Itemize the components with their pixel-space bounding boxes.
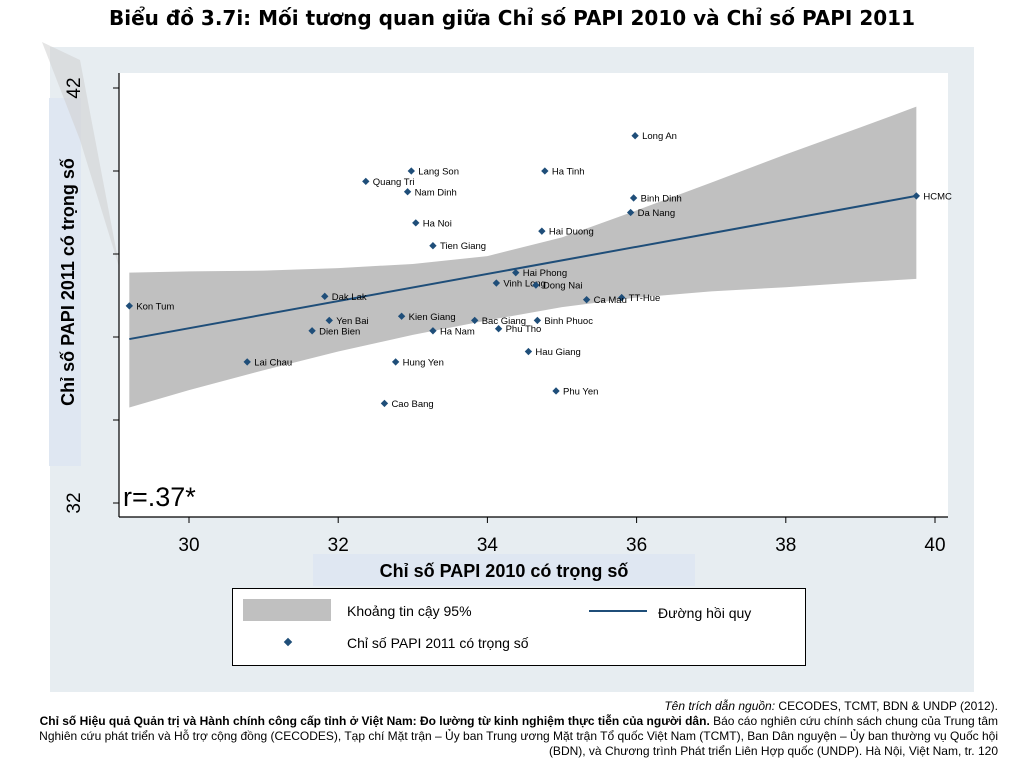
point-label: Nam Dinh xyxy=(415,187,457,198)
data-point xyxy=(429,327,437,335)
correlation-annotation: r=.37* xyxy=(123,482,196,512)
source-rest: Báo cáo nghiên cứu chính sách chung của … xyxy=(39,714,998,758)
legend-ci-swatch xyxy=(243,599,331,621)
x-tick-label: 40 xyxy=(924,535,945,556)
legend: Khoảng tin cậy 95% Đường hồi quy Chỉ số … xyxy=(232,588,806,666)
data-point xyxy=(552,387,560,395)
data-point xyxy=(538,227,546,235)
regression-line xyxy=(129,194,917,341)
data-point xyxy=(629,194,638,202)
point-label: Bac Giang xyxy=(482,316,526,327)
point-label: Binh Dinh xyxy=(641,193,682,204)
point-label: Hung Yen xyxy=(403,357,444,368)
confidence-band xyxy=(129,106,917,408)
point-label: Phu Tho xyxy=(506,324,542,335)
data-point xyxy=(532,281,540,289)
point-label: Kien Giang xyxy=(409,312,456,323)
point-label: Long An xyxy=(642,131,677,142)
decor-wedge xyxy=(42,42,120,270)
point-label: TT-Hue xyxy=(629,293,661,304)
data-point xyxy=(397,312,406,320)
point-label: Hai Phong xyxy=(523,268,567,279)
point-label: Vinh Long xyxy=(503,279,546,290)
point-label: Yen Bai xyxy=(336,316,368,327)
point-label: Kon Tum xyxy=(136,301,174,312)
source-prefix: Tên trích dẫn nguồn: xyxy=(664,699,776,713)
y-axis-label-band xyxy=(49,98,81,466)
point-label: Lai Chau xyxy=(254,357,292,368)
legend-point-label: Chỉ số PAPI 2011 có trọng số xyxy=(347,635,529,651)
source-citation: Tên trích dẫn nguồn: CECODES, TCMT, BDN … xyxy=(20,699,998,759)
data-point xyxy=(631,132,639,140)
point-label: Tien Giang xyxy=(440,241,486,252)
data-point xyxy=(308,327,316,335)
point-label: HCMC xyxy=(923,191,952,202)
data-point xyxy=(533,316,542,325)
data-point xyxy=(524,347,533,356)
point-label: Ha Nam xyxy=(440,326,475,337)
point-label: Ha Noi xyxy=(423,218,452,229)
data-point xyxy=(412,219,420,227)
data-point xyxy=(380,399,389,408)
data-point xyxy=(494,325,503,333)
x-tick-label: 34 xyxy=(477,535,499,556)
point-label: Dong Nai xyxy=(543,281,583,292)
data-point xyxy=(471,316,479,325)
x-tick-label: 36 xyxy=(626,535,647,556)
x-axis-label: Chỉ số PAPI 2010 có trọng số xyxy=(380,561,629,581)
chart-title: Biểu đồ 3.7i: Mối tương quan giữa Chỉ số… xyxy=(109,6,915,30)
point-label: Cao Bang xyxy=(391,399,433,410)
legend-line-label: Đường hồi quy xyxy=(658,605,752,621)
point-label: Ha Tinh xyxy=(552,167,585,178)
x-tick-label: 32 xyxy=(328,535,349,556)
data-point xyxy=(541,167,549,175)
point-label: Ca Mau xyxy=(594,295,627,306)
point-label: Hau Giang xyxy=(535,347,580,358)
data-point xyxy=(243,358,251,366)
point-label: Phu Yen xyxy=(563,386,598,397)
point-label: Lang Son xyxy=(418,167,459,178)
legend-line-swatch xyxy=(589,610,647,612)
point-label: Dak Lak xyxy=(332,292,367,303)
source-prefix-rest: CECODES, TCMT, BDN & UNDP (2012). xyxy=(775,699,998,713)
data-point xyxy=(325,316,333,325)
point-label: Hai Duong xyxy=(549,227,594,238)
legend-ci-label: Khoảng tin cậy 95% xyxy=(347,603,472,619)
data-point xyxy=(626,208,635,217)
data-point xyxy=(512,268,520,277)
x-axis-label-band xyxy=(313,554,695,586)
x-tick-label: 30 xyxy=(178,535,199,556)
data-point xyxy=(582,295,591,304)
data-point xyxy=(321,292,329,301)
point-label: Dien Bien xyxy=(319,326,360,337)
legend-point-swatch xyxy=(283,637,293,647)
x-tick-label: 38 xyxy=(775,535,796,556)
data-point xyxy=(407,167,415,175)
data-point xyxy=(618,293,626,302)
point-label: Binh Phuoc xyxy=(544,316,593,327)
y-tick-label: 42 xyxy=(64,77,85,98)
y-tick-label: 32 xyxy=(64,492,85,513)
point-label: Quang Tri xyxy=(373,177,415,188)
data-point xyxy=(403,188,412,196)
source-title: Chỉ số Hiệu quả Quản trị và Hành chính c… xyxy=(39,714,710,728)
data-point xyxy=(391,358,400,366)
data-point xyxy=(362,177,370,186)
point-label: Da Nang xyxy=(638,208,676,219)
y-axis-label: Chỉ số PAPI 2011 có trọng số xyxy=(58,158,78,406)
data-point xyxy=(492,279,501,287)
